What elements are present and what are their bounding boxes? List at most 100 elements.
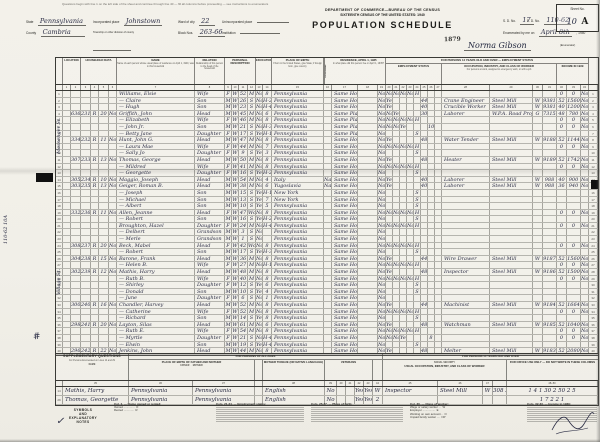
cell: 52 xyxy=(557,255,567,262)
supplementary-subtitle: For Persons Enumerated on Lines 14 and 2… xyxy=(69,359,115,362)
cell: 8 xyxy=(263,302,272,308)
cell: 4 xyxy=(589,110,598,117)
cell: No xyxy=(378,196,386,203)
cell: 25 xyxy=(589,249,598,255)
cell: 40 xyxy=(421,104,428,110)
cell xyxy=(557,249,567,255)
cell: No xyxy=(393,117,400,123)
sheet-label: Sheet No. xyxy=(570,7,585,11)
enumerated-field: Enumerated by me on April 8th , 1940 xyxy=(503,21,585,39)
cell: — Robert xyxy=(117,249,195,255)
cell xyxy=(421,216,428,222)
cell xyxy=(63,170,71,176)
cell: 8 xyxy=(263,348,272,354)
cell: W xyxy=(533,321,543,328)
cell: W xyxy=(232,176,239,183)
column-number: 22 xyxy=(400,85,407,90)
census-line: SIXTEENTH CENSUS OF THE UNITED STATES: 1… xyxy=(340,13,425,17)
cell: W xyxy=(483,387,493,395)
cell: 48 xyxy=(239,269,248,275)
cell: H xyxy=(414,308,421,315)
cell: Layton, Silas xyxy=(117,321,195,328)
cell: Yes xyxy=(364,396,373,404)
cell xyxy=(435,249,442,255)
cell: 1 7 2 2 1 xyxy=(507,396,598,404)
cell xyxy=(71,282,81,288)
cell xyxy=(393,315,400,321)
cell: 11 xyxy=(56,156,63,163)
cell: Yes xyxy=(393,110,400,117)
cell: W xyxy=(533,137,543,143)
cell xyxy=(533,334,543,341)
cell xyxy=(533,196,543,203)
cell xyxy=(99,275,109,282)
cell: M xyxy=(248,348,256,354)
cell: No xyxy=(581,269,589,275)
cell xyxy=(63,236,71,242)
cell: 0 xyxy=(557,209,567,216)
cell: No xyxy=(581,308,589,315)
cell: No xyxy=(393,209,400,216)
cell: 0 xyxy=(567,143,581,150)
cell xyxy=(91,229,99,236)
cell: Pennsylvania xyxy=(272,117,324,123)
cell xyxy=(393,137,400,143)
cell xyxy=(91,308,99,315)
cell: — Catherine xyxy=(117,308,195,315)
cell xyxy=(81,196,91,203)
cell: M xyxy=(225,249,232,255)
table-row: 27— Helen B. Wife F W 27 M No H-1 Pennsylvania Sa… xyxy=(56,262,598,270)
cell: — Betty Jane xyxy=(117,130,195,137)
cell: M xyxy=(248,91,256,97)
cell: 0 xyxy=(557,91,567,97)
cell xyxy=(324,163,332,170)
cell xyxy=(358,104,378,110)
cell xyxy=(428,170,435,176)
cell: S xyxy=(248,282,256,288)
cell: — Ruth B. xyxy=(117,275,195,282)
cell: 52 xyxy=(557,348,567,354)
cell: Head xyxy=(195,242,225,249)
cell: Pennsylvania xyxy=(272,150,324,156)
cell xyxy=(324,334,332,341)
cell: S xyxy=(414,170,421,176)
cell: W xyxy=(232,341,239,348)
cell xyxy=(581,295,589,301)
cell xyxy=(91,288,99,295)
cell xyxy=(393,321,400,328)
cell xyxy=(346,396,355,404)
cell: S xyxy=(414,288,421,295)
cell xyxy=(442,123,490,130)
cell: 40 xyxy=(56,348,63,354)
legend-heading: Cols. 25-27. — Place of birth: xyxy=(311,402,353,406)
cell: 36 xyxy=(557,183,567,189)
cell xyxy=(428,348,435,354)
cell xyxy=(421,222,428,229)
cell: 54 xyxy=(239,328,248,334)
cell: Pennsylvania xyxy=(272,308,324,315)
cell: 0 xyxy=(567,242,581,249)
cell xyxy=(393,249,400,255)
cell: 26 xyxy=(56,255,63,262)
cell: 8 xyxy=(56,137,63,143)
cell: S xyxy=(414,189,421,196)
institution-blank xyxy=(240,28,281,34)
cell xyxy=(63,348,71,354)
cell: 988 xyxy=(543,176,557,183)
cell xyxy=(99,91,109,97)
cell: Heater xyxy=(442,156,490,163)
cell xyxy=(428,183,435,189)
cell: 16 xyxy=(99,302,109,308)
cell: Pennsylvania xyxy=(272,91,324,97)
cell xyxy=(99,163,109,170)
column-number: 30 xyxy=(533,85,543,90)
cell: No xyxy=(386,275,393,282)
cell xyxy=(543,203,557,209)
state-label: State xyxy=(26,20,34,24)
cell: No xyxy=(109,348,117,354)
cell xyxy=(442,117,490,123)
cell: 8 xyxy=(589,137,598,143)
cell: 13 xyxy=(99,183,109,189)
cell: M xyxy=(225,315,232,321)
group-employment-status: EMPLOYMENT STATUS xyxy=(386,64,442,84)
